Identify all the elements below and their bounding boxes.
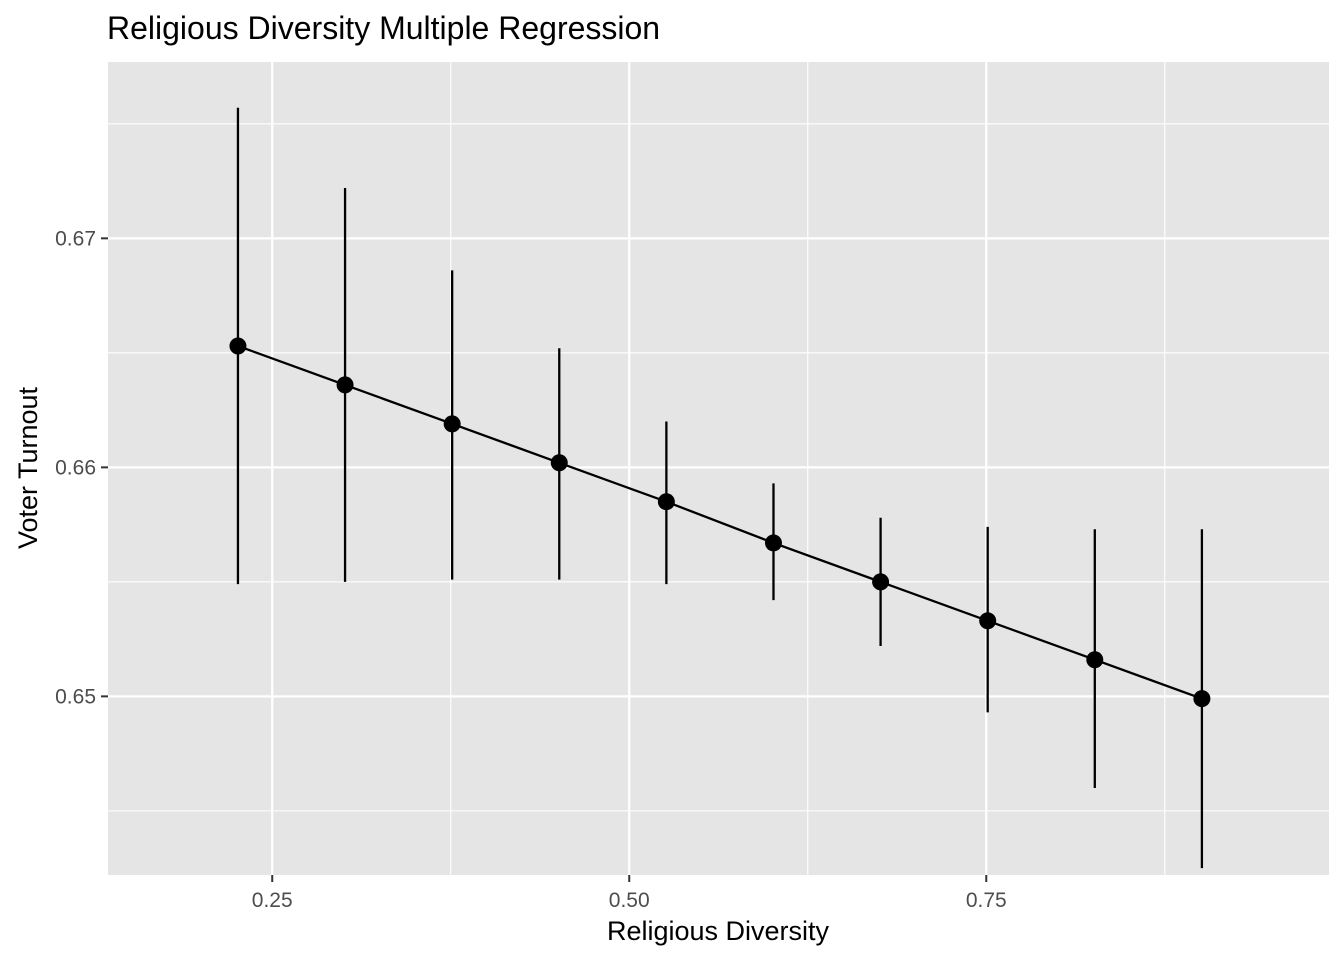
fit-line — [237, 344, 1203, 700]
y-axis-title: Voter Turnout — [13, 386, 43, 549]
data-point — [657, 493, 675, 511]
x-axis: 0.25 0.50 0.75 — [252, 875, 1007, 912]
chart-title: Religious Diversity Multiple Regression — [107, 10, 660, 46]
data-point — [1193, 690, 1211, 708]
x-tick-label: 0.50 — [609, 889, 650, 912]
plot-panel — [108, 62, 1329, 875]
y-axis: 0.65 0.66 0.67 — [55, 227, 108, 708]
data-point — [443, 415, 461, 433]
grid-major — [108, 62, 1329, 875]
data-point — [979, 612, 997, 630]
grid-minor — [108, 62, 1329, 875]
y-tick-label: 0.66 — [55, 456, 96, 479]
x-tick-label: 0.75 — [966, 889, 1007, 912]
x-tick-label: 0.25 — [252, 889, 293, 912]
data-point — [550, 454, 568, 472]
y-tick-label: 0.65 — [55, 685, 96, 708]
y-tick-label: 0.67 — [55, 227, 96, 250]
data-point — [336, 376, 354, 394]
series-line — [237, 344, 1203, 700]
data-point — [872, 573, 890, 591]
x-axis-title: Religious Diversity — [607, 916, 830, 946]
data-points — [229, 337, 1211, 708]
data-point — [229, 337, 247, 355]
data-point — [1086, 651, 1104, 669]
data-point — [764, 534, 782, 552]
